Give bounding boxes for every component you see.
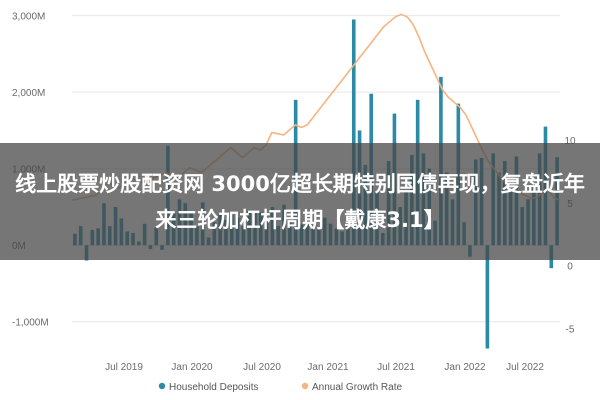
right-tick-label: 10 [564,136,576,147]
headline-overlay: 线上股票炒股配资网 3000亿超长期特别国债再现，复盘近年来三轮加杠杆周期【戴康… [0,143,600,260]
x-tick-label: Jan 2020 [171,362,213,373]
left-tick-label: -1,000M [12,318,49,329]
x-axis-ticks: Jul 2019 Jan 2020 Jul 2020 Jan 2021 Jul 2021… [105,362,544,373]
right-tick-label: 0 [567,262,573,273]
x-tick-label: Jan 2021 [307,362,349,373]
bar [351,19,356,246]
legend-label-annual-growth-rate: Annual Growth Rate [312,382,402,393]
left-tick-label: 3,000M [12,12,45,23]
legend-marker-household-deposits [158,382,166,390]
left-tick-label: 2,000M [12,88,45,99]
bar [485,245,490,349]
legend-label-household-deposits: Household Deposits [169,382,259,393]
x-tick-label: Jul 2020 [243,362,281,373]
legend-marker-annual-growth-rate [301,382,309,390]
x-tick-label: Jul 2021 [377,362,415,373]
legend: Household Deposits Annual Growth Rate [158,382,402,393]
x-tick-label: Jul 2022 [506,362,544,373]
headline-text: 线上股票炒股配资网 3000亿超长期特别国债再现，复盘近年来三轮加杠杆周期【戴康… [15,171,585,232]
x-tick-label: Jan 2022 [444,362,486,373]
x-tick-label: Jul 2019 [105,362,143,373]
right-tick-label: -5 [566,325,575,336]
